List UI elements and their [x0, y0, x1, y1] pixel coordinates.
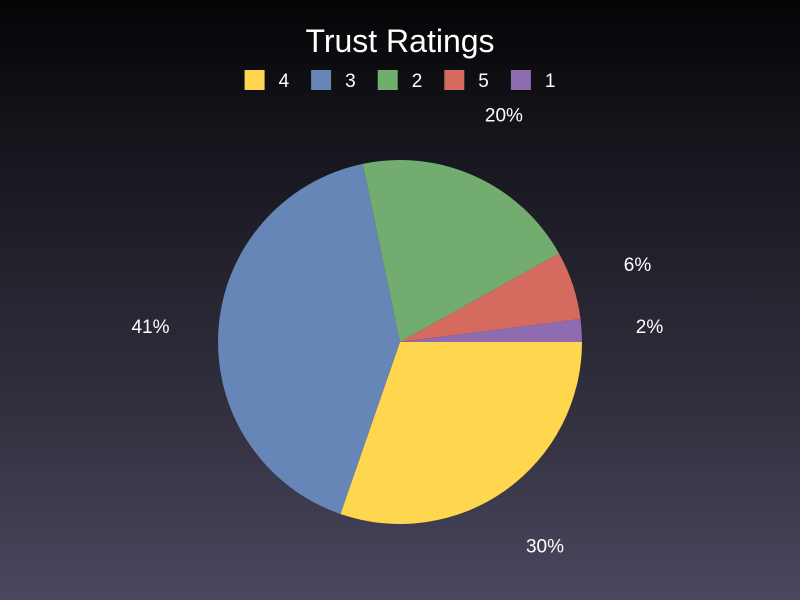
legend-swatch-2: [377, 70, 398, 90]
legend-label-3: 3: [345, 71, 356, 92]
legend-swatch-5: [444, 70, 465, 90]
pie-slice-5: [400, 253, 581, 342]
legend: 4 3 2 5 1: [244, 70, 556, 92]
pie-slice-3: [218, 163, 400, 514]
pie-slice-4: [340, 342, 582, 525]
legend-label-1: 1: [545, 71, 556, 92]
percent-label-4: 30%: [526, 537, 564, 558]
percent-label-2: 20%: [485, 106, 523, 127]
percent-label-3: 41%: [131, 317, 169, 338]
legend-swatch-3: [311, 70, 332, 90]
percent-label-1: 2%: [636, 317, 664, 338]
legend-swatch-1: [510, 70, 531, 90]
pie-slice-1: [400, 318, 582, 342]
legend-label-4: 4: [279, 71, 290, 92]
percent-label-5: 6%: [624, 255, 652, 276]
legend-swatch-4: [244, 70, 265, 90]
pie-slices: [218, 160, 582, 525]
pie-slice-2: [362, 160, 560, 342]
legend-label-5: 5: [478, 71, 489, 92]
legend-label-2: 2: [412, 71, 423, 92]
chart-title: Trust Ratings: [305, 23, 494, 59]
percent-labels: 30% 41% 20% 6% 2%: [131, 106, 663, 558]
